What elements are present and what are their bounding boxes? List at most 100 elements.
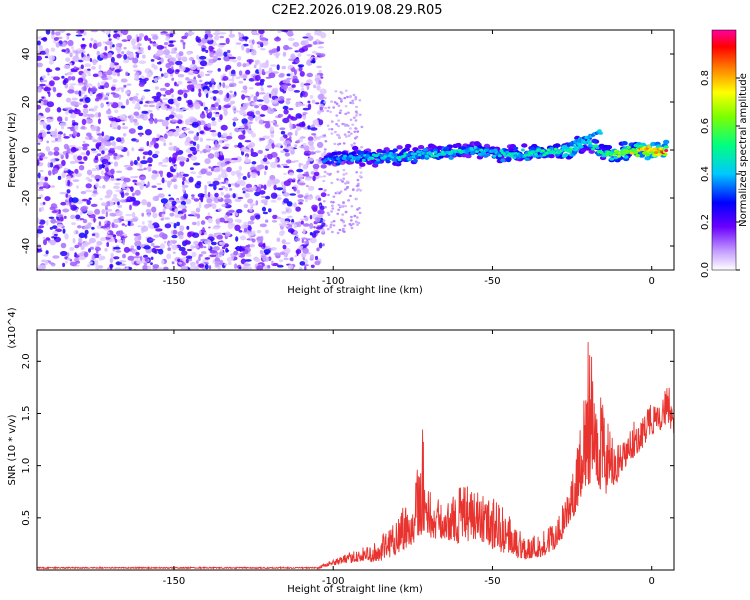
ridge-cell [343, 154, 348, 158]
noise-blob [255, 200, 259, 206]
noise-blob [284, 152, 290, 157]
noise-blob [142, 244, 145, 247]
noise-blob [105, 234, 114, 238]
noise-blob [306, 160, 310, 166]
noise-blob [205, 138, 212, 141]
noise-blob [310, 60, 316, 64]
noise-blob [281, 65, 286, 70]
noise-blob [174, 165, 178, 171]
ridge-cell [396, 145, 403, 150]
noise-blob [109, 102, 113, 105]
noise-blob [295, 58, 300, 64]
noise-blob [323, 175, 326, 178]
noise-blob [355, 197, 359, 201]
noise-blob [157, 187, 163, 191]
noise-blob [228, 209, 235, 213]
noise-blob [196, 38, 202, 43]
noise-blob [62, 208, 70, 213]
noise-blob [96, 153, 102, 156]
noise-blob [42, 156, 48, 160]
ridge-cell [366, 154, 371, 158]
noise-blob [161, 177, 165, 184]
noise-blob [317, 209, 325, 215]
noise-blob [300, 220, 304, 225]
noise-blob [53, 37, 59, 41]
noise-blob [199, 130, 205, 134]
noise-blob [107, 231, 110, 234]
noise-blob [218, 251, 225, 256]
noise-blob [85, 241, 92, 245]
noise-blob [133, 121, 139, 126]
noise-blob [349, 118, 353, 122]
noise-blob [137, 234, 142, 241]
noise-blob [338, 228, 342, 232]
noise-blob [200, 168, 207, 175]
noise-blob [164, 89, 172, 96]
noise-blob [225, 231, 231, 237]
noise-blob [299, 145, 307, 149]
noise-blob [214, 102, 219, 107]
noise-blob [55, 42, 60, 48]
noise-blob [50, 218, 57, 224]
noise-blob [202, 227, 205, 234]
noise-blob [300, 82, 305, 88]
noise-blob [294, 50, 299, 53]
noise-blob [223, 198, 231, 203]
noise-blob [257, 240, 261, 244]
ridge-cell [493, 148, 498, 152]
noise-blob [144, 129, 152, 136]
noise-blob [199, 244, 204, 249]
noise-blob [293, 223, 298, 229]
noise-blob [226, 92, 230, 99]
noise-blob [307, 35, 314, 41]
noise-blob [131, 99, 136, 104]
noise-blob [51, 140, 57, 143]
noise-blob [105, 41, 113, 46]
noise-blob [72, 179, 80, 183]
noise-blob [305, 184, 309, 188]
noise-blob [63, 215, 67, 219]
noise-blob [94, 232, 100, 239]
noise-blob [273, 252, 281, 256]
noise-blob [64, 233, 69, 240]
noise-blob [51, 210, 58, 214]
noise-blob [236, 62, 242, 67]
noise-blob [340, 100, 343, 103]
ridge-cell [533, 152, 538, 156]
noise-blob [173, 222, 177, 229]
noise-blob [70, 146, 77, 153]
noise-blob [134, 189, 141, 196]
ridge-cell [595, 146, 600, 150]
noise-blob [190, 107, 194, 110]
noise-blob [278, 113, 284, 118]
noise-blob [196, 175, 202, 178]
noise-blob [276, 216, 282, 220]
noise-blob [126, 50, 131, 56]
noise-blob [187, 214, 195, 217]
noise-blob [324, 189, 327, 192]
ridge-cell [664, 149, 669, 152]
noise-blob [183, 92, 188, 99]
noise-blob [300, 218, 305, 221]
noise-blob [115, 189, 122, 192]
noise-blob [119, 263, 126, 266]
noise-blob [105, 167, 109, 173]
noise-blob [101, 202, 108, 206]
noise-blob [53, 146, 60, 152]
noise-blob [282, 105, 289, 110]
noise-blob [199, 137, 203, 143]
noise-blob [124, 192, 129, 196]
noise-blob [64, 107, 71, 110]
noise-blob [247, 123, 251, 128]
noise-blob [65, 110, 69, 115]
noise-blob [150, 59, 155, 62]
noise-blob [194, 182, 201, 189]
noise-blob [138, 148, 144, 152]
noise-blob [330, 132, 334, 135]
noise-blob [78, 90, 82, 97]
ridge-cell [626, 145, 631, 149]
noise-blob [78, 237, 83, 244]
noise-blob [167, 247, 171, 252]
noise-blob [359, 171, 363, 174]
noise-blob [185, 136, 191, 143]
